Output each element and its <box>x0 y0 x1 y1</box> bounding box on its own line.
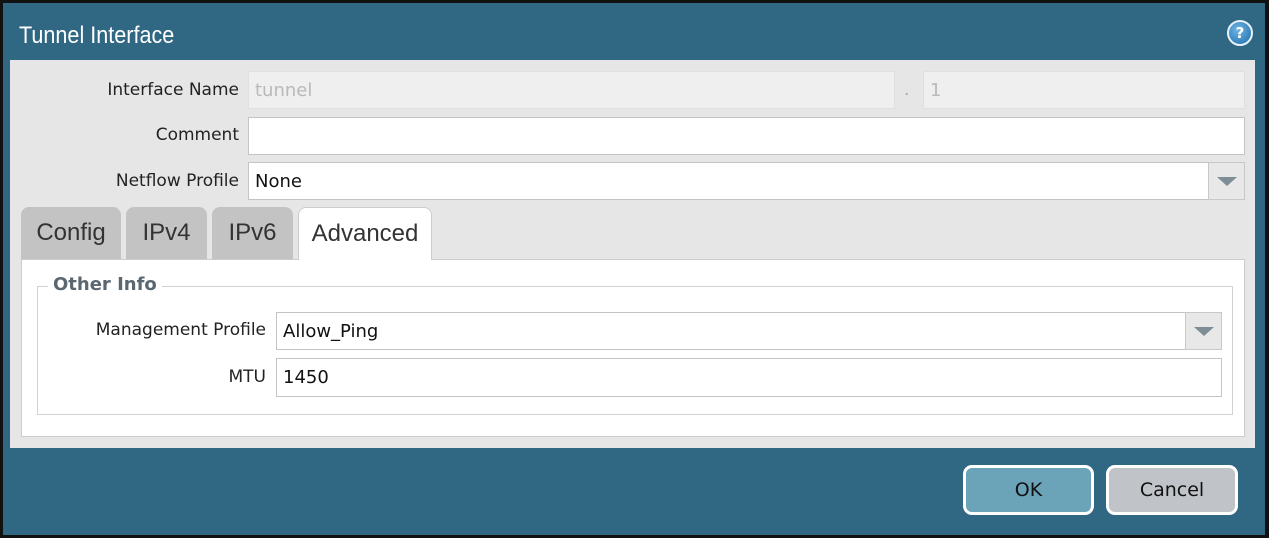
help-icon[interactable]: ? <box>1227 20 1253 46</box>
interface-name-label: Interface Name <box>107 80 239 100</box>
management-profile-label: Management Profile <box>95 320 266 340</box>
netflow-profile-label: Netflow Profile <box>115 171 239 191</box>
tab-config[interactable]: Config <box>21 207 121 259</box>
tab-ipv6[interactable]: IPv6 <box>212 207 293 259</box>
chevron-down-icon <box>1216 176 1237 186</box>
mtu-input[interactable]: 1450 <box>276 358 1222 397</box>
advanced-tab-panel: Other Info Management Profile Allow_Ping… <box>21 259 1245 437</box>
comment-input[interactable] <box>248 117 1245 155</box>
tab-ipv4[interactable]: IPv4 <box>126 207 207 259</box>
other-info-section: Other Info Management Profile Allow_Ping… <box>37 274 1233 415</box>
ok-button[interactable]: OK <box>963 465 1094 515</box>
netflow-profile-select[interactable]: None <box>248 162 1209 200</box>
cancel-button[interactable]: Cancel <box>1106 465 1238 515</box>
section-title: Other Info <box>48 274 162 295</box>
management-profile-select[interactable]: Allow_Ping <box>276 312 1186 350</box>
comment-label: Comment <box>155 125 239 145</box>
subinterface-number-input[interactable]: 1 <box>923 71 1245 109</box>
interface-name-input: tunnel <box>248 71 895 109</box>
tunnel-interface-dialog: Tunnel Interface ? Interface Name tunnel… <box>3 3 1265 535</box>
netflow-profile-dropdown-button[interactable] <box>1208 162 1245 200</box>
management-profile-dropdown-button[interactable] <box>1185 312 1222 350</box>
chevron-down-icon <box>1193 326 1214 336</box>
interface-separator: . <box>904 80 910 100</box>
tab-advanced[interactable]: Advanced <box>298 207 432 260</box>
dialog-content: Interface Name tunnel . 1 Comment Netflo… <box>10 60 1255 448</box>
mtu-label: MTU <box>228 367 267 387</box>
dialog-title: Tunnel Interface <box>19 22 175 49</box>
